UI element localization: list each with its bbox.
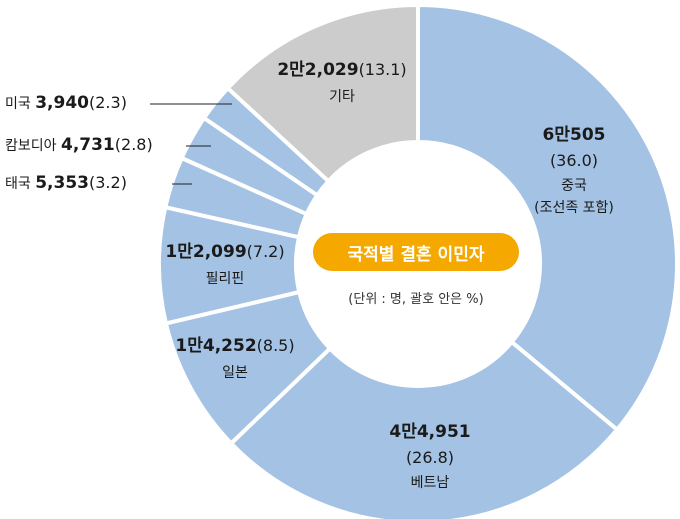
slice-value: 3,940 xyxy=(35,93,89,113)
slice-percent: (13.1) xyxy=(359,60,407,79)
slice-label-6: 미국 3,940(2.3) xyxy=(5,93,232,113)
slice-percent: (3.2) xyxy=(89,173,127,192)
slice-value: 1만2,099 xyxy=(165,242,246,262)
slice-label-2: 1만4,252(8.5) 일본 xyxy=(175,336,294,381)
slice-percent: (8.5) xyxy=(257,336,295,355)
svg-text:1만2,099(7.2): 1만2,099(7.2) xyxy=(165,242,284,262)
slice-percent: (2.3) xyxy=(89,93,127,112)
svg-text:1만4,252(8.5): 1만4,252(8.5) xyxy=(175,336,294,356)
slice-label-5: 캄보디아 4,731(2.8) xyxy=(5,135,211,155)
slice-name: 중국 xyxy=(561,178,587,194)
slice-name: 미국 xyxy=(5,96,35,112)
slice-label-3: 1만2,099(7.2)필리핀 xyxy=(165,242,284,287)
slice-percent: (36.0) xyxy=(550,151,598,170)
slice-value: 5,353 xyxy=(35,173,89,193)
slice-name: 필리핀 xyxy=(206,271,245,287)
slice-name: 베트남 xyxy=(411,475,450,491)
slice-7 xyxy=(225,3,420,184)
slice-value: 4만4,951 xyxy=(389,422,470,442)
unit-note: (단위 : 명, 괄호 안은 %) xyxy=(348,292,484,307)
slice-label-1: 4만4,951 (26.8) 베트남 xyxy=(389,422,470,491)
slice-0 xyxy=(416,3,679,432)
slice-label-4: 태국 5,353(3.2) xyxy=(5,173,192,193)
svg-text:2만2,029(13.1): 2만2,029(13.1) xyxy=(277,60,406,80)
slice-value: 6만505 xyxy=(543,125,606,145)
slice-subname: (조선족 포함) xyxy=(534,200,614,216)
slice-value: 4,731 xyxy=(61,135,115,155)
svg-text:태국 5,353(3.2): 태국 5,353(3.2) xyxy=(5,173,127,193)
slice-name: 기타 xyxy=(329,89,355,105)
slice-value: 2만2,029 xyxy=(277,60,358,80)
slice-value: 1만4,252 xyxy=(175,336,256,356)
slice-percent: (2.8) xyxy=(115,135,153,154)
slice-name: 태국 xyxy=(5,176,35,192)
slice-name: 일본 xyxy=(222,365,248,381)
slice-label-7: 2만2,029(13.1)기타 xyxy=(277,60,406,105)
slice-percent: (7.2) xyxy=(247,242,285,261)
slice-1 xyxy=(229,340,620,519)
svg-text:캄보디아 4,731(2.8): 캄보디아 4,731(2.8) xyxy=(5,135,153,155)
slice-percent: (26.8) xyxy=(406,448,454,467)
slice-name: 캄보디아 xyxy=(5,138,61,154)
slice-label-0: 6만505 (36.0) 중국 (조선족 포함) xyxy=(534,125,614,216)
svg-text:미국 3,940(2.3): 미국 3,940(2.3) xyxy=(5,93,127,113)
center-title-badge: 국적별 결혼 이민자 xyxy=(313,233,519,271)
